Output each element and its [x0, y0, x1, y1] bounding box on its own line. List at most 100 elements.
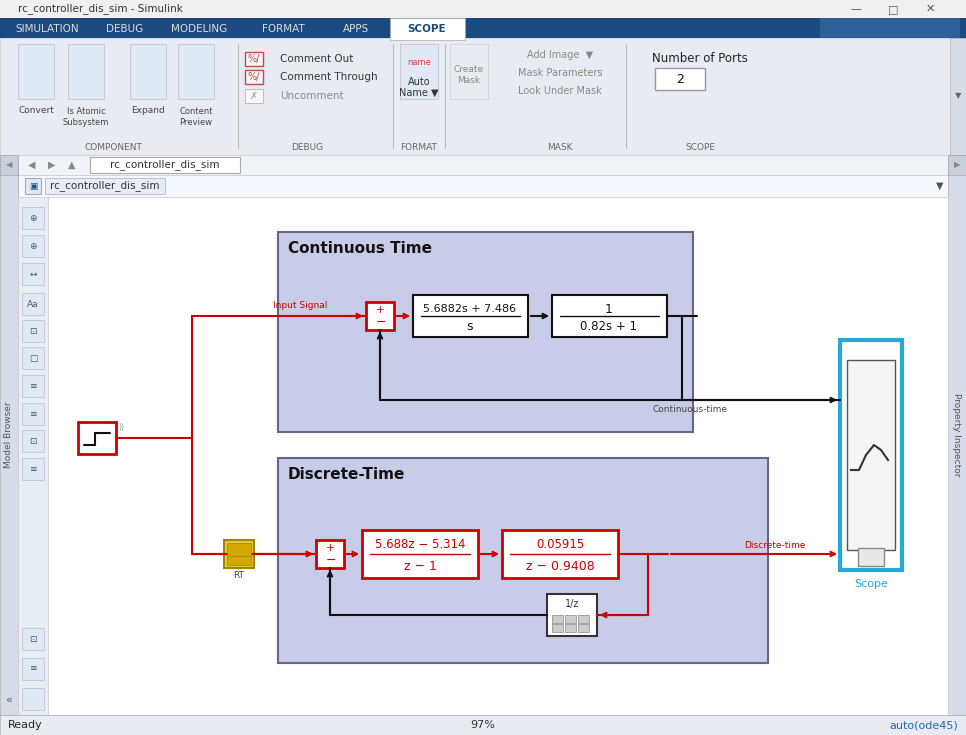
Text: z − 1: z − 1: [404, 559, 437, 573]
Text: ▣: ▣: [29, 182, 38, 190]
Text: ◀: ◀: [6, 160, 13, 170]
Text: □: □: [888, 4, 898, 14]
Text: Look Under Mask: Look Under Mask: [518, 86, 602, 96]
Text: FORMAT: FORMAT: [401, 143, 438, 151]
Bar: [400, 44, 438, 99]
Text: Ready: Ready: [8, 720, 43, 730]
Text: □: □: [29, 354, 38, 362]
Text: ✕: ✕: [925, 4, 935, 14]
Text: ≡: ≡: [29, 465, 37, 473]
Bar: [413, 295, 528, 337]
Bar: [847, 360, 895, 550]
Text: %/: %/: [248, 72, 260, 82]
Bar: [0, 0, 966, 18]
Bar: [224, 540, 254, 568]
Bar: [25, 178, 41, 194]
Text: ▶: ▶: [953, 160, 960, 170]
Text: SCOPE: SCOPE: [685, 143, 715, 151]
Bar: [0, 155, 966, 175]
Bar: [948, 155, 966, 715]
Text: Name ▼: Name ▼: [399, 88, 439, 98]
Text: ≡: ≡: [29, 664, 37, 673]
Text: SCOPE: SCOPE: [408, 24, 446, 34]
Bar: [22, 207, 44, 229]
Bar: [655, 68, 705, 90]
Bar: [948, 155, 966, 175]
Text: 5.6882s + 7.486: 5.6882s + 7.486: [423, 304, 517, 314]
Text: DEBUG: DEBUG: [291, 143, 323, 151]
Bar: [18, 44, 54, 99]
Text: SIMULATION: SIMULATION: [15, 24, 79, 34]
Bar: [390, 18, 465, 40]
Text: 97%: 97%: [470, 720, 496, 730]
Text: Content
Preview: Content Preview: [180, 107, 213, 126]
Bar: [22, 403, 44, 425]
Bar: [227, 556, 251, 565]
Bar: [130, 44, 166, 99]
Text: Mask Parameters: Mask Parameters: [518, 68, 602, 78]
Bar: [22, 430, 44, 452]
Bar: [0, 18, 966, 38]
Bar: [48, 197, 948, 715]
Text: 0.82s + 1: 0.82s + 1: [581, 320, 638, 332]
Bar: [362, 530, 478, 578]
Text: COMPONENT: COMPONENT: [84, 143, 142, 151]
Text: Property Inspector: Property Inspector: [952, 393, 961, 477]
Bar: [22, 658, 44, 680]
Text: Is Atomic
Subsystem: Is Atomic Subsystem: [63, 107, 109, 126]
Text: MODELING: MODELING: [171, 24, 227, 34]
Text: DEBUG: DEBUG: [106, 24, 144, 34]
Text: Number of Ports: Number of Ports: [652, 51, 748, 65]
Text: rc_controller_dis_sim: rc_controller_dis_sim: [110, 159, 219, 171]
Text: Create
Mask: Create Mask: [454, 65, 484, 85]
Bar: [578, 624, 589, 632]
Text: 0.05915: 0.05915: [536, 539, 584, 551]
Text: Discrete-Time: Discrete-Time: [288, 467, 406, 481]
Text: +: +: [326, 543, 334, 553]
Text: Convert: Convert: [18, 106, 54, 115]
Bar: [366, 302, 394, 330]
Text: ≡: ≡: [29, 409, 37, 418]
Bar: [245, 89, 263, 103]
Text: Auto: Auto: [408, 77, 430, 87]
Bar: [22, 458, 44, 480]
Bar: [68, 44, 104, 99]
Text: Uncomment: Uncomment: [280, 91, 344, 101]
Bar: [245, 52, 263, 66]
Bar: [0, 155, 18, 715]
Text: ◀: ◀: [28, 160, 36, 170]
Text: Aa: Aa: [27, 299, 39, 309]
Bar: [0, 715, 966, 735]
Text: %/: %/: [248, 54, 260, 64]
Bar: [22, 628, 44, 650]
Bar: [0, 38, 966, 155]
Bar: [178, 44, 214, 99]
Bar: [22, 688, 44, 710]
Text: ⊡: ⊡: [29, 634, 37, 644]
Text: ⊡: ⊡: [29, 437, 37, 445]
Text: name: name: [407, 57, 431, 66]
Text: 1: 1: [605, 303, 613, 315]
Bar: [502, 530, 618, 578]
Text: ▼: ▼: [936, 181, 944, 191]
Text: RT: RT: [234, 572, 244, 581]
Text: ↔: ↔: [29, 270, 37, 279]
Text: Comment Out: Comment Out: [280, 54, 354, 64]
Bar: [820, 18, 960, 38]
Bar: [552, 624, 563, 632]
Text: APPS: APPS: [343, 24, 369, 34]
Text: Add Image  ▼: Add Image ▼: [526, 50, 593, 60]
Text: rc_controller_dis_sim: rc_controller_dis_sim: [50, 181, 159, 191]
Bar: [18, 197, 48, 715]
Bar: [22, 293, 44, 315]
Text: Input Signal: Input Signal: [272, 301, 327, 309]
Bar: [0, 155, 18, 175]
Bar: [245, 70, 263, 84]
Text: −: −: [376, 315, 386, 329]
Text: 1/z: 1/z: [565, 599, 580, 609]
Bar: [316, 540, 344, 568]
Text: z − 0.9408: z − 0.9408: [526, 559, 594, 573]
Text: ⊕: ⊕: [29, 213, 37, 223]
Text: +: +: [376, 305, 384, 315]
Bar: [278, 458, 768, 663]
